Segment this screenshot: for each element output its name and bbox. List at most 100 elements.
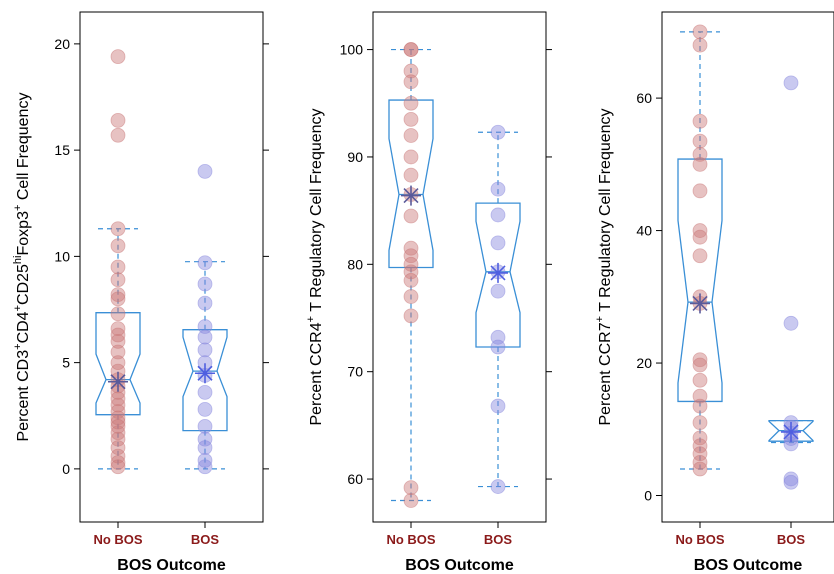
data-point (403, 264, 419, 280)
data-point (110, 455, 126, 470)
x-axis-label: BOS Outcome (694, 557, 803, 574)
data-point (197, 431, 213, 447)
data-point (783, 75, 799, 91)
data-point (110, 344, 126, 360)
mean-marker (195, 363, 215, 384)
data-point (110, 333, 126, 349)
y-tick-label: 70 (347, 364, 363, 380)
data-point (110, 287, 126, 303)
data-point (490, 398, 506, 414)
data-point (403, 63, 419, 79)
y-tick-label: 0 (62, 461, 70, 477)
data-point (110, 355, 126, 371)
y-axis-label: Percent CCR4+ T Regulatory Cell Frequenc… (305, 108, 325, 425)
data-point (403, 273, 419, 288)
data-point (692, 183, 708, 199)
mean-marker-stroke (197, 365, 213, 381)
data-point (490, 124, 506, 140)
y-axis-label: Percent CCR7+ T Regulatory Cell Frequenc… (594, 108, 614, 425)
data-point (110, 259, 126, 275)
data-point (692, 113, 708, 129)
data-point (197, 295, 213, 311)
mean-marker-stroke (403, 188, 419, 204)
data-point (110, 238, 126, 254)
data-point (783, 315, 799, 331)
plot-frame (661, 11, 834, 523)
box-group-no-bos (677, 24, 723, 477)
data-point (403, 208, 419, 224)
data-point (692, 430, 708, 446)
y-tick-label: 20 (636, 355, 652, 371)
data-point (110, 410, 126, 426)
data-point (692, 248, 708, 264)
boxplot-panel-3: 0 20 40 60 Percent CCR7+ T Regulatory Cell F… (594, 11, 834, 574)
notched-box (677, 158, 723, 403)
data-point (110, 321, 126, 337)
data-point (403, 480, 419, 496)
box-group-bos (182, 163, 228, 475)
boxplot-panel-1: 0 5 10 15 20 Percent CD3+CD4+CD25hiFoxp3+ Cel… (12, 11, 269, 574)
mean-marker (690, 293, 710, 314)
data-point (110, 404, 126, 419)
data-point (490, 181, 506, 197)
mean-marker (401, 185, 421, 206)
data-point (403, 256, 419, 272)
data-point (403, 240, 419, 256)
data-point (692, 446, 708, 462)
x-category-label: BOS (484, 532, 513, 547)
y-tick-label: 20 (54, 36, 70, 52)
y-axis-label: Percent CD3+CD4+CD25hiFoxp3+ Cell Freque… (12, 93, 32, 442)
data-point (692, 24, 708, 40)
data-point (110, 418, 126, 434)
data-point (783, 474, 799, 490)
y-tick-label: 60 (347, 471, 363, 487)
data-point (403, 493, 419, 508)
mean-marker-stroke (692, 295, 708, 311)
data-point (197, 452, 213, 468)
x-axis-label: BOS Outcome (405, 557, 514, 574)
y-tick-label: 90 (347, 149, 363, 165)
x-category-label: BOS (777, 532, 806, 547)
data-point (692, 438, 708, 454)
data-point (110, 272, 126, 288)
mean-marker (108, 371, 128, 392)
data-point (692, 156, 708, 172)
data-point (110, 221, 126, 237)
data-point (490, 235, 506, 251)
data-point (692, 357, 708, 373)
data-point (197, 440, 213, 456)
notched-box (475, 202, 521, 348)
x-category-label: No BOS (386, 532, 435, 547)
data-point (692, 37, 708, 53)
data-point (403, 42, 419, 57)
data-point (197, 384, 213, 400)
data-point (110, 425, 126, 441)
y-tick-label: 5 (62, 355, 70, 371)
data-point (403, 95, 419, 111)
x-category-label: No BOS (93, 532, 142, 547)
data-point (110, 49, 126, 65)
y-tick-label: 60 (636, 90, 652, 106)
x-category-label: No BOS (675, 532, 724, 547)
data-point (403, 111, 419, 127)
data-point (692, 372, 708, 388)
data-point (197, 276, 213, 292)
data-point (692, 352, 708, 368)
data-point (490, 283, 506, 299)
boxplot-panel-2: 60 70 80 90 100 Percent CCR4+ T Regulatory Ce… (305, 11, 552, 574)
data-point (197, 319, 213, 334)
data-point (692, 415, 708, 431)
data-point (110, 306, 126, 322)
box-group-bos (475, 124, 521, 494)
y-tick-label: 15 (54, 142, 70, 158)
box-group-no-bos (95, 49, 141, 475)
data-point (692, 398, 708, 414)
data-point (197, 329, 213, 345)
data-point (197, 163, 213, 179)
data-point (490, 339, 506, 355)
mean-marker (488, 262, 508, 283)
x-axis-label: BOS Outcome (117, 557, 226, 574)
data-point (692, 461, 708, 477)
data-point (110, 459, 126, 475)
